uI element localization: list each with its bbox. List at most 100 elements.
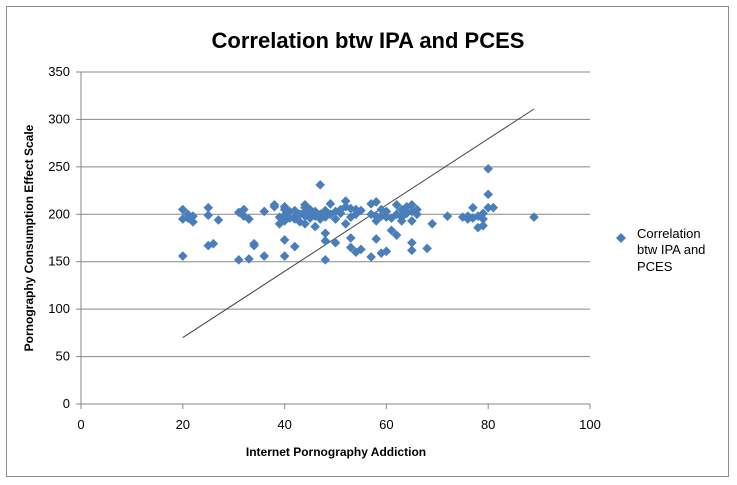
data-point-67 [340, 201, 351, 212]
data-point-66 [340, 196, 351, 206]
y-tick-label-250: 250 [48, 159, 70, 174]
y-tick-label-50: 50 [56, 349, 70, 364]
y-tick-label-300: 300 [48, 111, 70, 126]
data-point-69 [345, 203, 356, 214]
data-point-8 [203, 210, 214, 221]
y-tick-label-0: 0 [63, 396, 70, 411]
legend-label-line-2: btw IPA and [637, 242, 705, 257]
data-point-21 [259, 251, 270, 261]
data-point-33 [284, 213, 295, 223]
data-point-39 [295, 217, 305, 227]
data-point-81 [371, 197, 382, 207]
data-point-65 [335, 208, 346, 219]
data-point-19 [249, 240, 259, 251]
data-point-63 [330, 237, 341, 248]
data-point-44 [300, 218, 310, 229]
data-point-76 [356, 205, 366, 216]
y-tick-label-100: 100 [48, 301, 70, 316]
data-point-58 [320, 255, 331, 265]
data-point-16 [244, 214, 254, 224]
data-point-89 [381, 212, 392, 222]
data-point-7 [203, 202, 214, 213]
data-point-87 [376, 248, 387, 258]
data-point-121 [483, 163, 493, 174]
data-point-36 [289, 214, 300, 224]
data-point-103 [407, 216, 417, 226]
y-tick-labels: 0 50 100 150 200 250 300 350 [48, 64, 70, 411]
data-point-107 [412, 204, 422, 215]
data-point-51 [315, 180, 326, 190]
legend-label-line-1: Correlation [637, 226, 701, 241]
data-point-113 [463, 214, 473, 224]
data-point-0 [178, 204, 188, 215]
data-point-70 [345, 212, 356, 222]
legend-label-line-3: PCES [637, 259, 673, 274]
data-point-75 [351, 247, 361, 258]
data-point-109 [427, 218, 438, 229]
gridlines [81, 71, 590, 358]
data-point-119 [478, 214, 488, 224]
data-point-84 [371, 216, 382, 226]
data-point-38 [295, 209, 305, 220]
data-point-47 [305, 213, 315, 223]
data-points [178, 163, 539, 265]
data-point-104 [407, 237, 417, 248]
data-point-13 [233, 255, 244, 265]
trendline-line [182, 108, 535, 339]
chart-frame [6, 6, 729, 477]
data-point-31 [279, 251, 290, 261]
x-tick-label-20: 20 [176, 417, 190, 432]
y-tick-label-150: 150 [48, 254, 70, 269]
data-point-37 [289, 241, 300, 252]
data-point-5 [188, 217, 198, 227]
data-point-117 [473, 222, 483, 233]
data-point-77 [356, 244, 366, 255]
data-point-30 [279, 235, 290, 245]
data-point-59 [325, 199, 336, 209]
data-point-94 [391, 209, 402, 220]
data-point-10 [208, 238, 219, 249]
data-point-56 [320, 228, 331, 239]
data-point-20 [259, 206, 270, 217]
data-point-110 [442, 211, 453, 221]
chart-title: Correlation btw IPA and PCES [212, 28, 525, 53]
data-point-122 [483, 189, 493, 200]
data-point-60 [325, 209, 336, 220]
data-point-114 [468, 202, 478, 213]
data-point-11 [213, 215, 224, 225]
data-point-17 [244, 254, 254, 264]
data-point-62 [330, 214, 341, 224]
data-point-90 [381, 246, 392, 257]
data-point-116 [473, 211, 483, 221]
data-point-12 [233, 207, 244, 218]
data-point-123 [483, 202, 493, 213]
data-point-14 [239, 204, 249, 215]
data-point-78 [366, 199, 376, 209]
data-point-91 [386, 225, 397, 236]
data-point-23 [269, 201, 280, 212]
data-point-68 [340, 218, 351, 229]
y-tick-label-350: 350 [48, 64, 70, 79]
data-point-29 [279, 216, 290, 226]
data-point-50 [310, 221, 320, 232]
legend-marker [616, 233, 626, 243]
y-tick-label-200: 200 [48, 206, 70, 221]
x-axis-label: Internet Pornography Addiction [246, 445, 426, 459]
x-tick-label-40: 40 [277, 417, 291, 432]
data-point-125 [529, 212, 539, 222]
data-point-2 [178, 251, 188, 261]
data-point-108 [422, 243, 432, 254]
data-point-6 [188, 211, 198, 221]
axes [76, 71, 591, 409]
data-point-71 [345, 233, 356, 243]
x-tick-labels: 0 20 40 60 80 100 [77, 417, 600, 432]
data-point-124 [488, 202, 499, 213]
data-point-88 [381, 206, 392, 217]
data-point-43 [300, 211, 310, 221]
data-point-83 [371, 234, 382, 244]
data-point-72 [345, 242, 356, 253]
data-point-92 [386, 213, 397, 223]
data-point-74 [351, 209, 361, 220]
data-point-80 [366, 252, 376, 262]
